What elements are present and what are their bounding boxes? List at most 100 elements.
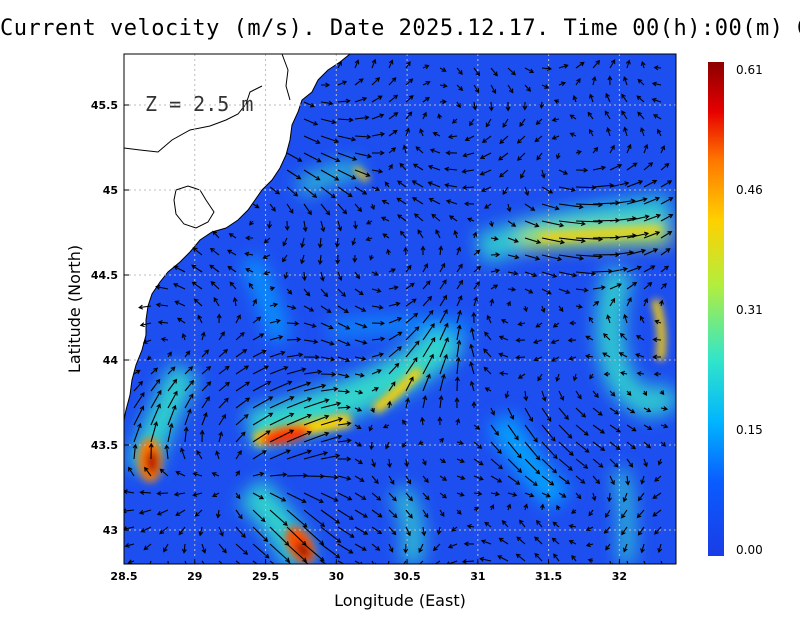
velocity-arrow <box>183 426 189 443</box>
velocity-arrow <box>479 556 492 562</box>
velocity-arrow <box>499 169 509 178</box>
x-axis-label: Longitude (East) <box>334 591 466 610</box>
velocity-arrow <box>456 279 463 290</box>
velocity-arrow <box>639 315 645 324</box>
velocity-arrow <box>501 520 509 528</box>
velocity-arrow <box>603 371 611 377</box>
velocity-arrow <box>209 247 220 256</box>
velocity-arrow <box>472 231 478 239</box>
velocity-arrow <box>227 265 237 273</box>
velocity-arrow <box>403 543 409 554</box>
velocity-arrow <box>534 135 543 143</box>
velocity-arrow <box>235 349 248 358</box>
velocity-arrow <box>626 390 632 396</box>
velocity-arrow <box>422 111 427 120</box>
velocity-arrow <box>381 199 390 205</box>
velocity-arrow <box>337 98 351 104</box>
velocity-arrow <box>210 281 220 290</box>
velocity-arrow <box>133 405 145 426</box>
velocity-arrow <box>218 365 230 375</box>
velocity-arrow <box>198 526 204 537</box>
velocity-arrow <box>352 254 358 263</box>
velocity-arrow <box>303 560 310 564</box>
velocity-arrow <box>473 249 481 256</box>
velocity-arrow <box>303 492 324 504</box>
velocity-arrow <box>371 77 381 86</box>
velocity-arrow <box>388 163 393 171</box>
velocity-arrow <box>467 217 475 223</box>
velocity-arrow <box>637 78 645 86</box>
velocity-arrow <box>371 336 386 342</box>
velocity-arrow <box>585 353 594 359</box>
velocity-arrow <box>156 509 169 516</box>
velocity-arrow <box>167 390 178 409</box>
velocity-arrow <box>464 135 475 142</box>
velocity-arrow <box>486 314 492 324</box>
velocity-arrow <box>636 371 645 377</box>
velocity-arrow <box>286 492 307 504</box>
velocity-arrow <box>497 555 509 562</box>
velocity-arrow <box>303 169 321 181</box>
velocity-arrow <box>575 150 582 155</box>
velocity-arrow <box>589 93 594 103</box>
velocity-arrow <box>535 118 543 125</box>
velocity-arrow <box>303 398 330 409</box>
velocity-arrow <box>524 424 538 443</box>
velocity-arrow <box>175 470 186 477</box>
velocity-arrow <box>252 396 274 409</box>
velocity-arrow <box>303 101 315 108</box>
velocity-arrow <box>660 406 669 412</box>
velocity-arrow <box>178 526 186 536</box>
velocity-arrow <box>558 288 571 295</box>
velocity-arrow <box>619 332 628 341</box>
velocity-arrow <box>490 284 499 290</box>
velocity-arrow <box>550 339 560 344</box>
velocity-arrow <box>422 458 427 466</box>
velocity-arrow <box>626 162 638 171</box>
velocity-arrow <box>643 179 658 188</box>
x-tick-label: 30 <box>329 570 345 583</box>
velocity-arrow <box>471 401 477 408</box>
velocity-arrow <box>643 162 654 171</box>
velocity-arrow <box>575 77 581 86</box>
velocity-arrow <box>235 331 245 341</box>
velocity-arrow <box>215 450 220 460</box>
velocity-arrow <box>405 340 420 358</box>
velocity-arrow <box>284 220 290 231</box>
velocity-arrow <box>269 318 281 324</box>
velocity-arrow <box>422 263 428 273</box>
velocity-arrow <box>490 84 497 94</box>
velocity-arrow <box>399 162 407 171</box>
velocity-arrow <box>218 397 229 409</box>
velocity-arrow <box>524 441 541 461</box>
velocity-arrow <box>337 421 352 427</box>
velocity-arrow <box>635 353 645 358</box>
velocity-arrow <box>417 229 424 239</box>
velocity-arrow <box>320 526 342 543</box>
colorbar-tick-label: 0.00 <box>736 543 763 557</box>
x-tick-label: 30.5 <box>394 570 421 583</box>
velocity-arrow <box>337 526 355 538</box>
velocity-arrow <box>539 503 545 511</box>
velocity-arrow <box>483 348 492 358</box>
velocity-arrow <box>454 376 460 392</box>
velocity-arrow <box>654 475 662 482</box>
velocity-arrow <box>286 321 300 326</box>
velocity-arrow <box>192 492 203 497</box>
velocity-arrow <box>652 492 662 499</box>
velocity-arrow <box>575 185 597 191</box>
velocity-arrow <box>418 440 424 445</box>
x-tick-label: 31 <box>470 570 485 583</box>
velocity-arrow <box>490 458 503 470</box>
velocity-arrow <box>334 237 340 248</box>
velocity-arrow <box>592 59 601 69</box>
velocity-arrow <box>504 390 510 399</box>
velocity-arrow <box>585 542 594 548</box>
velocity-arrow <box>437 113 442 120</box>
velocity-arrow <box>175 509 186 516</box>
velocity-arrow <box>269 365 289 375</box>
velocity-arrow <box>473 475 484 481</box>
velocity-arrow <box>439 308 448 324</box>
velocity-arrow <box>524 84 532 92</box>
velocity-arrow <box>575 424 589 436</box>
